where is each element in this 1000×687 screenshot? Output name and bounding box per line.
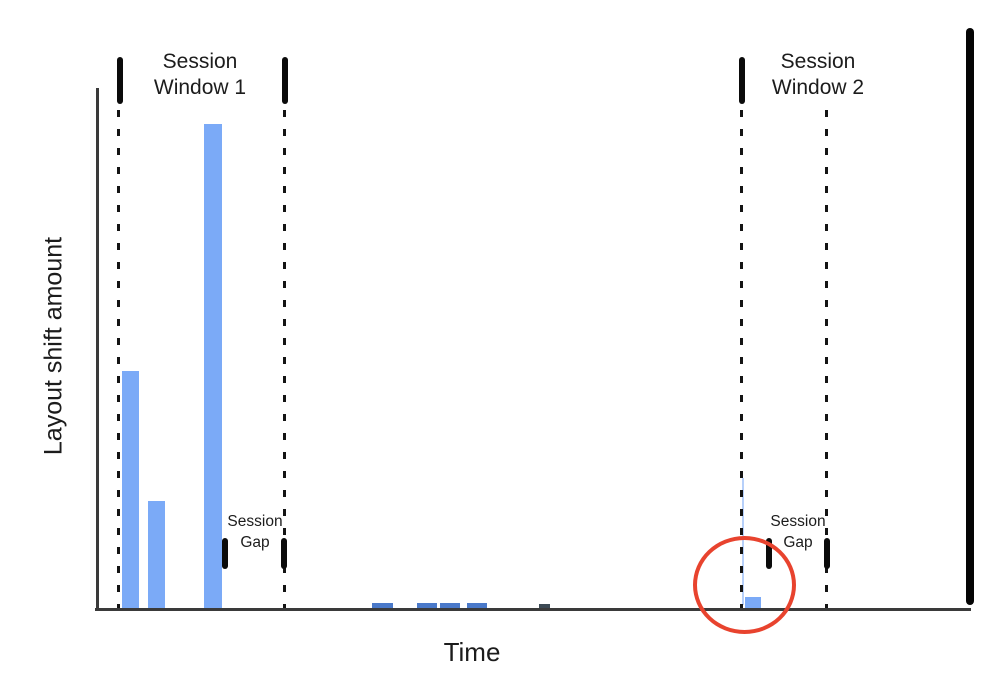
- session-gap-1-line1: Session: [227, 513, 283, 530]
- session-window-2-label: Session Window 2: [733, 49, 903, 101]
- session-window-1-line2: Window 1: [153, 76, 247, 99]
- session-gap-1-label: Session Gap: [210, 511, 300, 553]
- session-window-2-line2: Window 2: [771, 76, 865, 99]
- session-window-2-line1: Session: [780, 50, 856, 73]
- session1-end-tick: [282, 57, 288, 104]
- x-axis-label: Time: [443, 637, 501, 667]
- y-axis-label: Layout shift amount: [39, 236, 68, 456]
- layout-shift-bar: [122, 371, 139, 608]
- gap1-start-tick: [222, 538, 228, 569]
- timeline-end-line: [966, 28, 974, 605]
- session2-start-tick: [739, 57, 745, 104]
- session1-end-dashed-line: [283, 110, 286, 608]
- layout-shift-bar: [204, 124, 222, 608]
- session-gap-2-label: Session Gap: [753, 511, 843, 553]
- session-window-1-label: Session Window 1: [115, 49, 285, 101]
- layout-shift-bar: [372, 603, 393, 608]
- layout-shift-bar: [539, 604, 550, 608]
- layout-shift-bar: [467, 603, 487, 608]
- session1-start-dashed-line: [117, 110, 120, 608]
- x-axis-line: [95, 608, 971, 611]
- session1-start-tick: [117, 57, 123, 104]
- session-window-1-line1: Session: [162, 50, 238, 73]
- gap1-end-tick: [281, 538, 287, 569]
- gap2-end-tick: [824, 538, 830, 569]
- session-gap-1-line2: Gap: [240, 534, 270, 551]
- session-gap-2-line2: Gap: [783, 534, 813, 551]
- layout-shift-bar: [417, 603, 437, 608]
- highlight-ellipse: [693, 536, 796, 634]
- y-axis-line: [96, 88, 99, 609]
- layout-shift-bar: [440, 603, 460, 608]
- session2-start-dashed-line: [740, 110, 743, 608]
- session-gap-2-line1: Session: [770, 513, 826, 530]
- session2-gap-end-dashed-line: [825, 110, 828, 608]
- layout-shift-bar: [148, 501, 165, 608]
